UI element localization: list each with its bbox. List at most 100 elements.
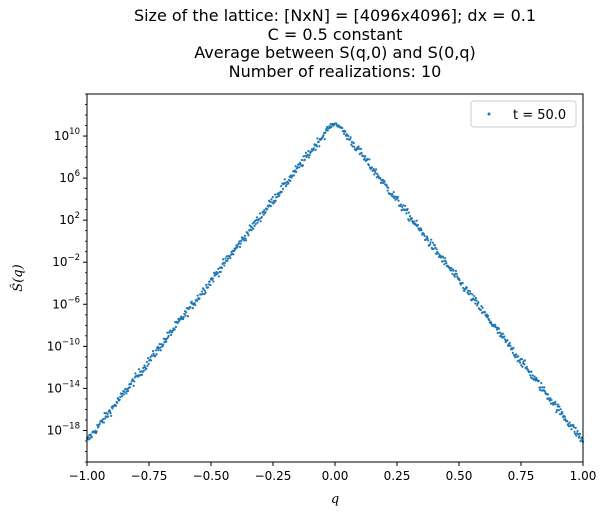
data-point [445, 261, 448, 265]
data-point [357, 145, 360, 148]
data-point [506, 339, 509, 342]
data-point [573, 430, 576, 433]
data-point [349, 136, 352, 139]
data-point [317, 140, 320, 143]
data-point [315, 145, 318, 148]
data-point [322, 134, 325, 137]
data-point [194, 303, 197, 307]
y-tick-label: 10−14 [47, 379, 80, 395]
data-point [450, 266, 453, 270]
data-point [411, 220, 414, 223]
data-point [347, 135, 350, 138]
data-point [350, 143, 353, 146]
x-tick-label: 0.25 [384, 469, 411, 483]
data-point [195, 299, 199, 302]
data-point [452, 269, 455, 272]
data-point [169, 329, 172, 332]
data-point [198, 297, 201, 300]
data-point [570, 428, 573, 431]
data-point [294, 165, 297, 168]
data-point [495, 326, 498, 329]
data-point [152, 352, 155, 355]
title-line-2: C = 0.5 constant [267, 24, 403, 44]
data-point [372, 167, 375, 171]
data-point [360, 151, 363, 155]
data-point [211, 277, 214, 280]
data-point [374, 171, 377, 174]
data-point [528, 370, 531, 373]
y-axis-label: Ŝ(q) [9, 264, 26, 291]
data-point [247, 234, 250, 237]
data-point [529, 374, 532, 377]
data-point [312, 149, 315, 152]
data-point [575, 434, 578, 437]
data-point [184, 314, 187, 317]
data-point [151, 349, 155, 353]
data-point [269, 200, 272, 204]
data-point [237, 242, 240, 245]
data-point [262, 213, 265, 216]
data-point [274, 193, 277, 196]
data-point [427, 239, 430, 242]
data-point [207, 283, 210, 286]
data-point [182, 315, 185, 319]
data-point [114, 404, 118, 407]
data-point [550, 398, 553, 402]
data-point [234, 248, 237, 251]
data-point [499, 331, 502, 335]
data-point [408, 215, 412, 218]
data-point [307, 150, 310, 153]
data-point [520, 358, 524, 361]
data-point [159, 346, 162, 349]
x-tick-label: −1.00 [69, 469, 106, 483]
data-point [223, 264, 226, 267]
data-point [271, 195, 274, 199]
data-point [108, 410, 112, 413]
data-point [385, 183, 388, 186]
data-point [254, 222, 257, 226]
data-point [392, 191, 395, 194]
data-point [431, 241, 435, 244]
data-point [118, 398, 121, 401]
data-point [349, 138, 352, 141]
data-point [229, 257, 232, 260]
data-point [226, 257, 230, 260]
data-point [252, 227, 255, 230]
data-point [232, 250, 236, 253]
data-point [238, 240, 241, 243]
data-point [375, 168, 378, 171]
data-point [263, 209, 266, 212]
data-point [122, 393, 125, 396]
data-point [225, 255, 228, 258]
data-point [212, 280, 215, 283]
data-point [518, 361, 522, 364]
title-line-1: Size of the lattice: [NxN] = [4096x4096]… [133, 6, 537, 25]
data-point [434, 246, 437, 249]
data-point [453, 275, 456, 278]
data-point [173, 328, 176, 331]
data-point [132, 384, 135, 387]
data-point [216, 272, 219, 275]
data-point [260, 215, 263, 219]
data-point [109, 412, 112, 415]
data-point [539, 386, 542, 389]
data-point [342, 132, 346, 135]
data-point [578, 432, 582, 435]
data-point [147, 362, 150, 365]
x-tick-label: 0.50 [446, 469, 473, 483]
x-tick-label: 0.00 [322, 469, 349, 483]
data-point [434, 252, 438, 255]
data-point [301, 164, 305, 167]
data-point [373, 173, 376, 176]
data-point [196, 294, 199, 297]
data-point [353, 145, 356, 148]
data-point [267, 205, 270, 208]
data-point [180, 315, 183, 318]
data-point [577, 433, 580, 436]
data-point [326, 129, 329, 132]
data-point [253, 224, 256, 228]
legend: t = 50.0 [470, 100, 577, 128]
data-point [157, 349, 160, 352]
data-point [556, 405, 559, 408]
data-point [515, 353, 518, 356]
